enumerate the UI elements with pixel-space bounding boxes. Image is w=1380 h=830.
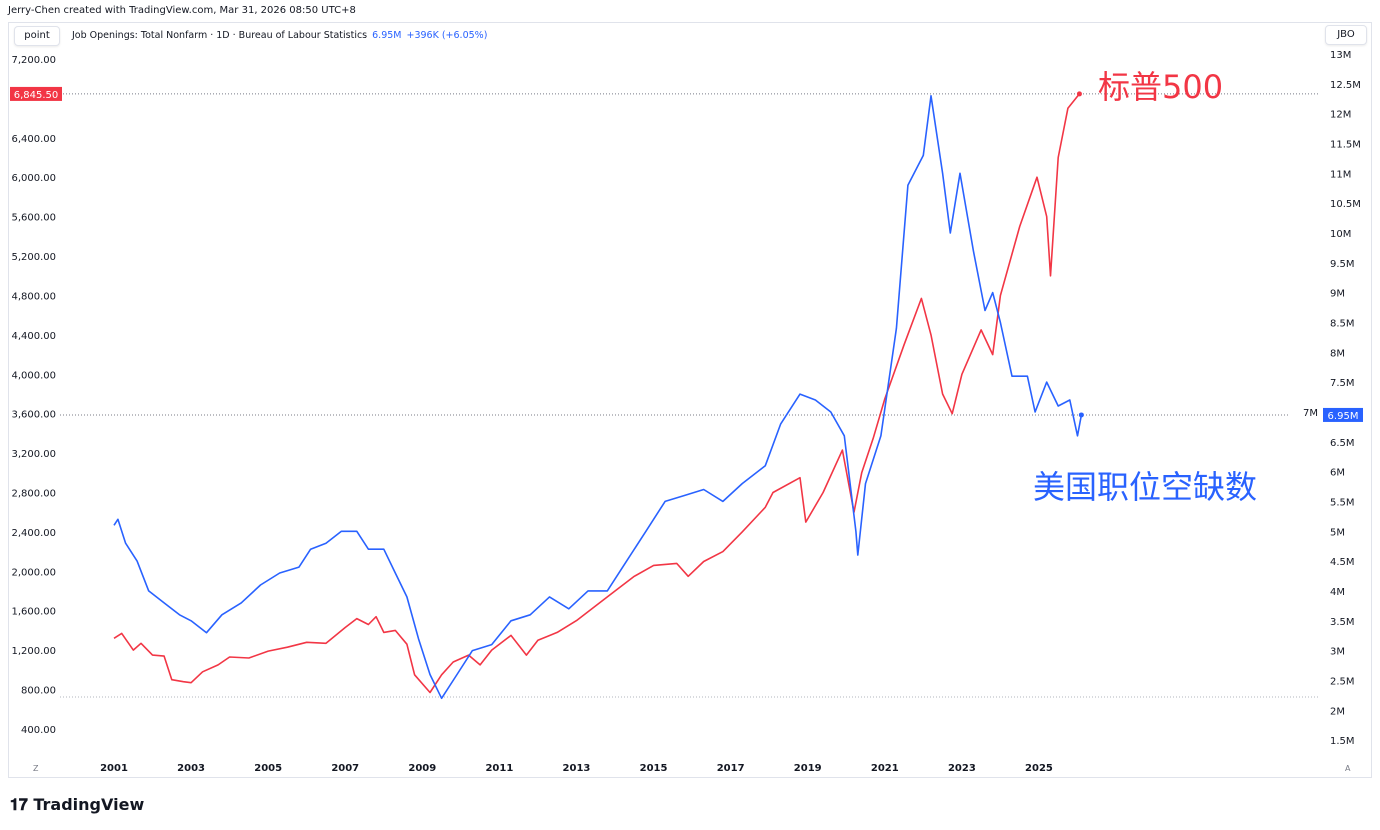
series-line-sp500[interactable]: [113, 93, 1081, 694]
right-axis-tick: 7.5M: [1330, 378, 1355, 389]
credit-text: Jerry-Chen created with TradingView.com,…: [8, 5, 356, 16]
sp500-last-label-bg: [10, 86, 62, 101]
right-axis-tick: 11M: [1330, 169, 1351, 180]
right-axis-tick: 4.5M: [1330, 557, 1355, 568]
x-axis-tick: 2003: [177, 763, 205, 774]
series-last-point: [1076, 91, 1082, 97]
x-axis-tick: 2023: [948, 763, 976, 774]
x-axis-tick: 2021: [871, 763, 899, 774]
x-axis-tick: 2019: [794, 763, 822, 774]
right-axis-tick: 7M: [1303, 408, 1318, 419]
right-axis-tick: 11.5M: [1330, 139, 1361, 150]
annotation-sp500: 标普500: [1098, 68, 1223, 106]
legend-value: 6.95M: [372, 30, 402, 41]
right-axis-tick: 5.5M: [1330, 497, 1355, 508]
left-axis-tick: 6,400.00: [11, 134, 56, 145]
right-axis-tick: 6.5M: [1330, 438, 1355, 449]
right-axis-tick: 4M: [1330, 587, 1345, 598]
left-axis-tick: 1,600.00: [11, 607, 56, 618]
right-scale-button[interactable]: JBO: [1325, 25, 1367, 45]
jbo-last-label: 6.95M: [1328, 411, 1359, 422]
legend-change: +396K (+6.05%): [406, 30, 488, 41]
x-axis-tick: 2005: [254, 763, 282, 774]
left-axis-tick: 7,200.00: [11, 55, 56, 66]
right-axis-tick: 12M: [1330, 110, 1351, 121]
x-axis-tick: 2017: [717, 763, 745, 774]
left-axis-tick: 5,600.00: [11, 213, 56, 224]
right-axis-tick: 2.5M: [1330, 676, 1355, 687]
left-axis-tick: 2,000.00: [11, 567, 56, 578]
left-axis-tick: 1,200.00: [11, 646, 56, 657]
right-axis-tick: 9M: [1330, 289, 1345, 300]
right-axis-tick: 8.5M: [1330, 318, 1355, 329]
left-axis-tick: 4,000.00: [11, 370, 56, 381]
logo-mark-icon: 𝟏𝟕: [10, 795, 34, 814]
right-axis-tick: 8M: [1330, 348, 1345, 359]
left-axis-tick: 2,400.00: [11, 528, 56, 539]
right-axis-tick: 13M: [1330, 50, 1351, 61]
right-axis-tick: 9.5M: [1330, 259, 1355, 270]
right-axis-tick: 1.5M: [1330, 736, 1355, 747]
x-axis-tick: 2011: [485, 763, 513, 774]
right-axis-tick: 3.5M: [1330, 617, 1355, 628]
left-axis-tick: 4,800.00: [11, 291, 56, 302]
chart-frame: [8, 22, 1372, 778]
sp500-last-label: 6,845.50: [14, 90, 59, 101]
x-axis-tick: 2025: [1025, 763, 1053, 774]
x-axis-tick: 2015: [640, 763, 668, 774]
left-axis-tick: 4,400.00: [11, 331, 56, 342]
series-legend[interactable]: Job Openings: Total Nonfarm · 1D · Burea…: [72, 30, 487, 41]
corner-right[interactable]: A: [1345, 764, 1351, 773]
x-axis-tick: 2013: [563, 763, 591, 774]
left-axis-tick: 400.00: [21, 725, 56, 736]
corner-left[interactable]: Z: [33, 764, 39, 773]
right-axis-tick: 10M: [1330, 229, 1351, 240]
right-axis-tick: 10.5M: [1330, 199, 1361, 210]
left-axis-tick: 3,600.00: [11, 410, 56, 421]
left-axis-tick: 6,000.00: [11, 173, 56, 184]
right-axis-tick: 2M: [1330, 706, 1345, 717]
x-axis-tick: 2001: [100, 763, 128, 774]
right-axis-tick: 12.5M: [1330, 80, 1361, 91]
right-axis-tick: 5M: [1330, 527, 1345, 538]
jbo-last-label-bg: [1323, 407, 1363, 422]
right-axis-tick: 6M: [1330, 468, 1345, 479]
right-axis-tick: 3M: [1330, 647, 1345, 658]
left-axis-tick: 800.00: [21, 686, 56, 697]
left-scale-button[interactable]: point: [14, 26, 60, 46]
series-line-job-openings[interactable]: [113, 95, 1083, 700]
left-axis-tick: 3,200.00: [11, 449, 56, 460]
left-axis-tick: 5,200.00: [11, 252, 56, 263]
left-axis-tick: 2,800.00: [11, 489, 56, 500]
annotation-job-openings: 美国职位空缺数: [1033, 468, 1257, 506]
legend-title: Job Openings: Total Nonfarm · 1D · Burea…: [72, 30, 368, 41]
x-axis-tick: 2009: [408, 763, 436, 774]
tradingview-logo: 𝟏𝟕 TradingView: [10, 795, 145, 814]
series-last-point: [1078, 412, 1084, 418]
x-axis-tick: 2007: [331, 763, 359, 774]
